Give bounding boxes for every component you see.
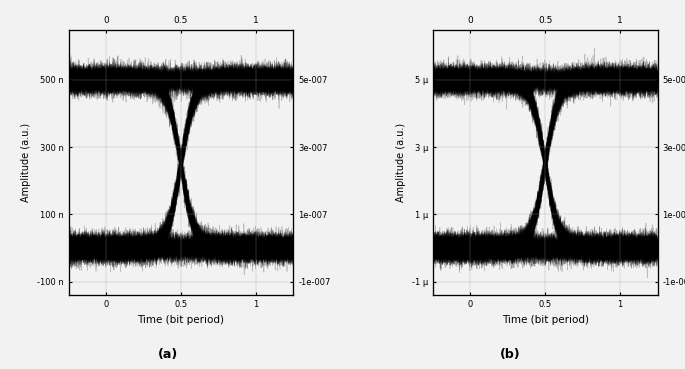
Y-axis label: Amplitude (a.u.): Amplitude (a.u.) bbox=[396, 123, 406, 202]
Y-axis label: Amplitude (a.u.): Amplitude (a.u.) bbox=[21, 123, 32, 202]
X-axis label: Time (bit period): Time (bit period) bbox=[501, 315, 588, 325]
X-axis label: Time (bit period): Time (bit period) bbox=[138, 315, 225, 325]
Text: (a): (a) bbox=[158, 348, 178, 361]
Text: (b): (b) bbox=[500, 348, 521, 361]
